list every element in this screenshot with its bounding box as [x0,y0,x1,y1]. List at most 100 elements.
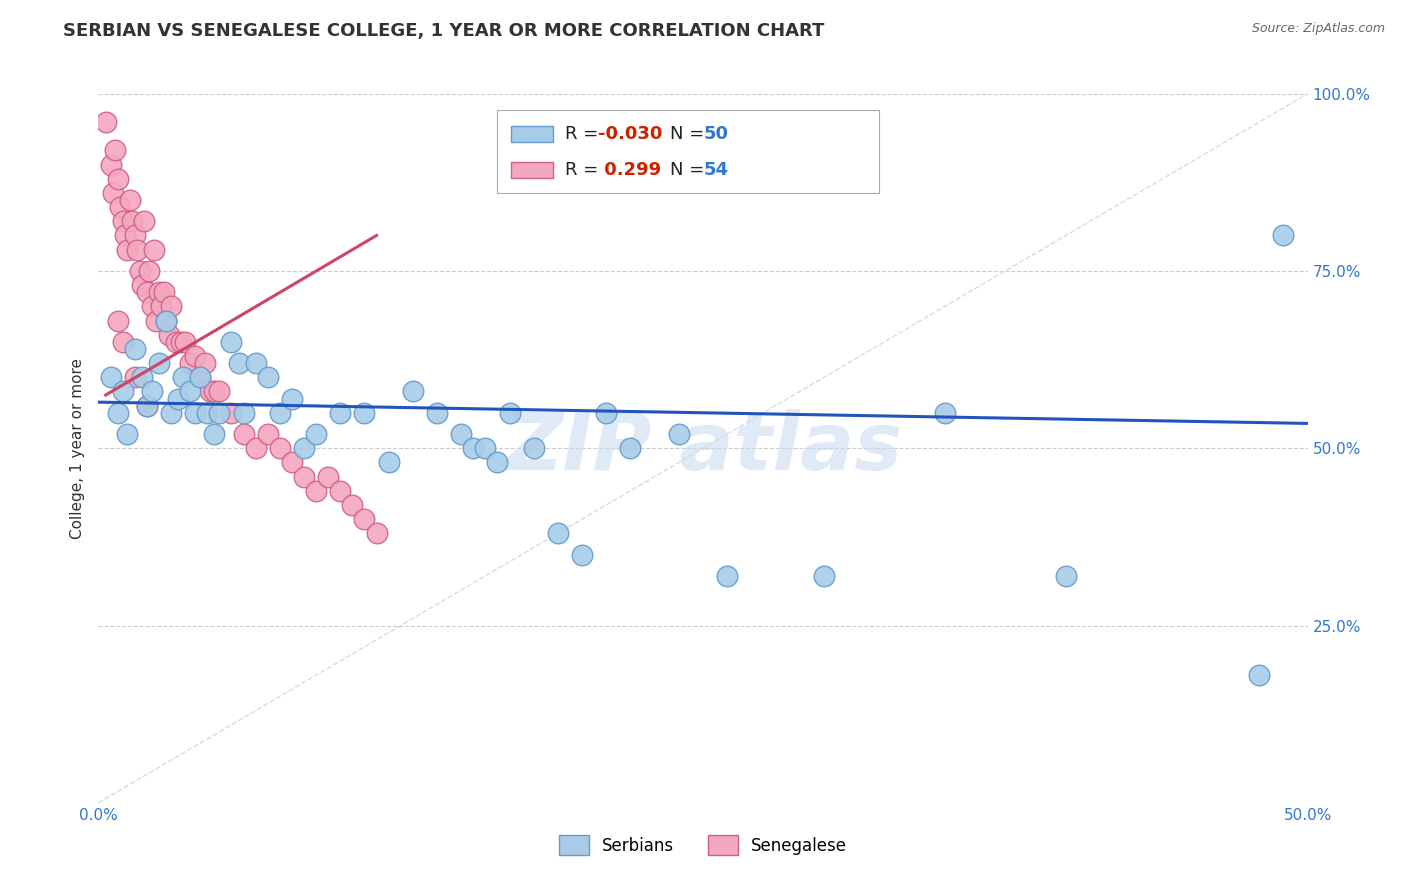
Point [486,455,509,469]
Point [155,313,177,327]
Point [174,334,197,349]
Point [256,427,278,442]
Text: ZIP atlas: ZIP atlas [503,409,903,487]
Point [402,384,425,399]
Point [523,441,546,455]
Text: 50: 50 [704,125,728,143]
Point [194,356,217,370]
Point [141,300,163,314]
Point [135,399,157,413]
Point [281,392,304,406]
Point [104,144,127,158]
Point [100,370,122,384]
Point [117,243,139,257]
Point [204,427,226,442]
Point [245,356,267,370]
Point [547,526,569,541]
Point [716,569,738,583]
Point [1249,668,1271,682]
Point [135,399,157,413]
Point [619,441,641,455]
Point [118,193,141,207]
Point [124,370,146,384]
Point [167,392,190,406]
Text: N =: N = [671,125,710,143]
Text: SERBIAN VS SENEGALESE COLLEGE, 1 YEAR OR MORE CORRELATION CHART: SERBIAN VS SENEGALESE COLLEGE, 1 YEAR OR… [63,22,825,40]
Point [1054,569,1077,583]
Text: 54: 54 [704,161,728,178]
Point [426,406,449,420]
Point [127,243,149,257]
Point [269,406,291,420]
Text: R =: R = [565,161,603,178]
Point [152,285,174,300]
Point [138,264,160,278]
Point [329,406,352,420]
Point [145,313,167,327]
Point [228,356,250,370]
Point [342,498,364,512]
Point [107,406,129,420]
Point [184,406,207,420]
Point [148,356,170,370]
Point [204,384,226,399]
Point [128,264,150,278]
Point [111,384,134,399]
Point [269,441,291,455]
Text: N =: N = [671,161,710,178]
Point [108,200,131,214]
Point [114,228,136,243]
Point [668,427,690,442]
Point [150,300,173,314]
Point [208,384,231,399]
Point [131,278,153,293]
Point [160,300,183,314]
Point [141,384,163,399]
Point [463,441,485,455]
Point [188,370,211,384]
Point [188,370,211,384]
Point [169,334,191,349]
Point [366,526,388,541]
Point [160,406,183,420]
Point [107,171,129,186]
Point [184,349,207,363]
Point [595,406,617,420]
Point [157,327,180,342]
Point [245,441,267,455]
Point [208,406,231,420]
Point [353,512,375,526]
Point [135,285,157,300]
Point [221,406,243,420]
Point [498,406,520,420]
Point [353,406,375,420]
Point [292,441,315,455]
Point [292,469,315,483]
Point [221,334,243,349]
Point [143,243,166,257]
Legend: Serbians, Senegalese: Serbians, Senegalese [553,828,853,862]
Point [100,157,122,171]
Point [111,214,134,228]
Point [179,384,201,399]
Text: R =: R = [565,125,603,143]
Point [474,441,496,455]
Point [232,406,254,420]
Point [813,569,835,583]
Point [101,186,124,200]
Point [232,427,254,442]
Point [124,228,146,243]
Point [121,214,143,228]
Point [571,548,593,562]
Point [305,483,328,498]
Point [131,370,153,384]
Point [281,455,304,469]
Point [124,342,146,356]
Point [134,214,156,228]
Point [450,427,472,442]
Point [165,334,187,349]
Point [94,115,117,129]
Point [377,455,399,469]
Text: 0.299: 0.299 [599,161,662,178]
Point [155,313,177,327]
